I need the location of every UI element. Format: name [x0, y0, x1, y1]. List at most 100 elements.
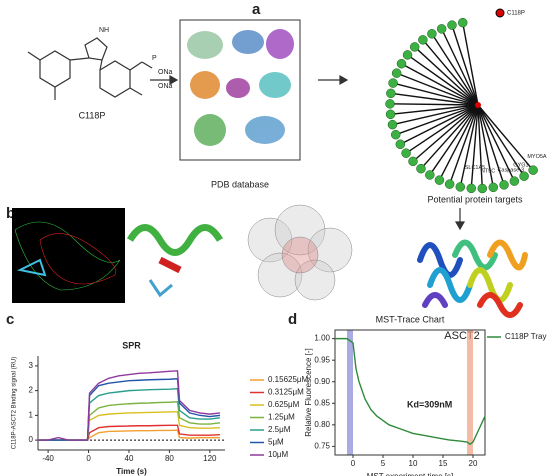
x-tick-label: 15	[439, 459, 448, 468]
sphere-image	[247, 204, 353, 301]
annotation: Kd=309nM	[407, 399, 452, 409]
y-tick-label: 0.90	[314, 377, 330, 386]
pdb-structures	[187, 29, 294, 146]
edge	[441, 28, 479, 106]
edge	[392, 82, 479, 106]
edge	[389, 103, 479, 106]
node	[519, 171, 529, 181]
legend-text: 1.25μM	[268, 413, 295, 422]
legend-text: 10μM	[268, 450, 289, 459]
y-tick-label: 1	[29, 410, 34, 419]
highlight	[347, 330, 353, 455]
hub	[475, 102, 481, 108]
y-axis-label: Relative Fluorescence [-]	[304, 348, 313, 436]
panel-label: a	[252, 1, 261, 18]
node	[499, 180, 509, 190]
edge	[395, 104, 479, 136]
chemical-structure	[27, 37, 153, 100]
x-tick-label: 10	[409, 459, 418, 468]
edge	[477, 104, 494, 188]
y-tick-label: 0.85	[314, 398, 330, 407]
plot-frame	[334, 329, 486, 456]
atom-label: NH	[99, 27, 109, 34]
edge	[407, 54, 479, 106]
node	[391, 68, 402, 78]
node	[388, 78, 398, 88]
x-tick-label: 0	[351, 459, 356, 468]
node	[457, 17, 468, 28]
edge	[429, 104, 479, 176]
node	[409, 42, 420, 52]
edge	[401, 63, 479, 106]
node	[386, 88, 396, 99]
edge	[390, 104, 479, 116]
edge	[412, 104, 479, 162]
series-line	[335, 337, 486, 446]
docking-image	[12, 208, 125, 303]
y-axis-label: C118P-ASCT2 Binding signal (RU)	[12, 357, 18, 450]
node	[447, 20, 457, 30]
node-label: Caspase-3	[497, 167, 524, 173]
series-line	[38, 401, 221, 441]
targets-label: Potential protein targets	[427, 194, 523, 204]
edge	[396, 72, 479, 106]
chart-title: SPR	[122, 340, 141, 350]
highlight	[467, 330, 473, 455]
atom-label: ONa	[158, 69, 173, 76]
node	[528, 165, 538, 175]
node	[434, 175, 445, 185]
legend-text: C118P Tray	[505, 332, 547, 341]
edge	[399, 104, 479, 145]
x-tick-label: 40	[125, 454, 134, 463]
node	[488, 182, 499, 193]
node	[444, 179, 455, 189]
node	[390, 129, 401, 140]
series-line	[38, 387, 221, 441]
edge	[431, 33, 479, 106]
y-tick-label: 0.95	[314, 355, 330, 364]
x-tick-label: 20	[469, 459, 478, 468]
node	[418, 35, 428, 45]
node	[427, 29, 437, 39]
edge	[477, 104, 505, 186]
x-axis-label: MST experiment time [s]	[367, 472, 454, 476]
edge	[422, 39, 479, 106]
node-label: SLC1A5	[465, 165, 486, 171]
y-tick-label: 1.00	[314, 334, 330, 343]
protein-ribbon	[417, 239, 528, 318]
legend-text: 2.5μM	[268, 425, 291, 434]
node	[425, 170, 435, 180]
node	[402, 50, 413, 60]
y-tick-label: 0.75	[314, 441, 330, 450]
y-tick-label: 0	[29, 435, 34, 444]
edge	[459, 104, 479, 188]
node-label: GYG1	[513, 163, 528, 169]
protein-label: ASCT2	[444, 330, 479, 342]
panel-label: b	[6, 205, 15, 222]
edge	[420, 104, 479, 170]
node	[385, 99, 395, 109]
pdb-label: PDB database	[211, 179, 269, 189]
chart-title: MST-Trace Chart	[376, 314, 445, 324]
helix-image	[126, 224, 224, 298]
node	[387, 119, 398, 130]
legend-text: 0.625μM	[268, 400, 300, 409]
x-tick-label: 0	[86, 454, 91, 463]
edge	[405, 104, 479, 154]
mesh	[14, 221, 121, 291]
node	[385, 109, 396, 120]
edge	[477, 104, 534, 171]
y-tick-label: 3	[29, 361, 34, 370]
panel-label: c	[6, 311, 14, 328]
x-tick-label: 120	[203, 454, 217, 463]
compound-label: C118P	[79, 110, 106, 120]
node	[401, 148, 411, 158]
edge	[414, 46, 479, 106]
arrow	[150, 74, 466, 231]
x-axis-label: Time (s)	[116, 467, 147, 476]
node	[466, 183, 476, 194]
edge	[448, 104, 479, 185]
edge	[390, 92, 479, 106]
